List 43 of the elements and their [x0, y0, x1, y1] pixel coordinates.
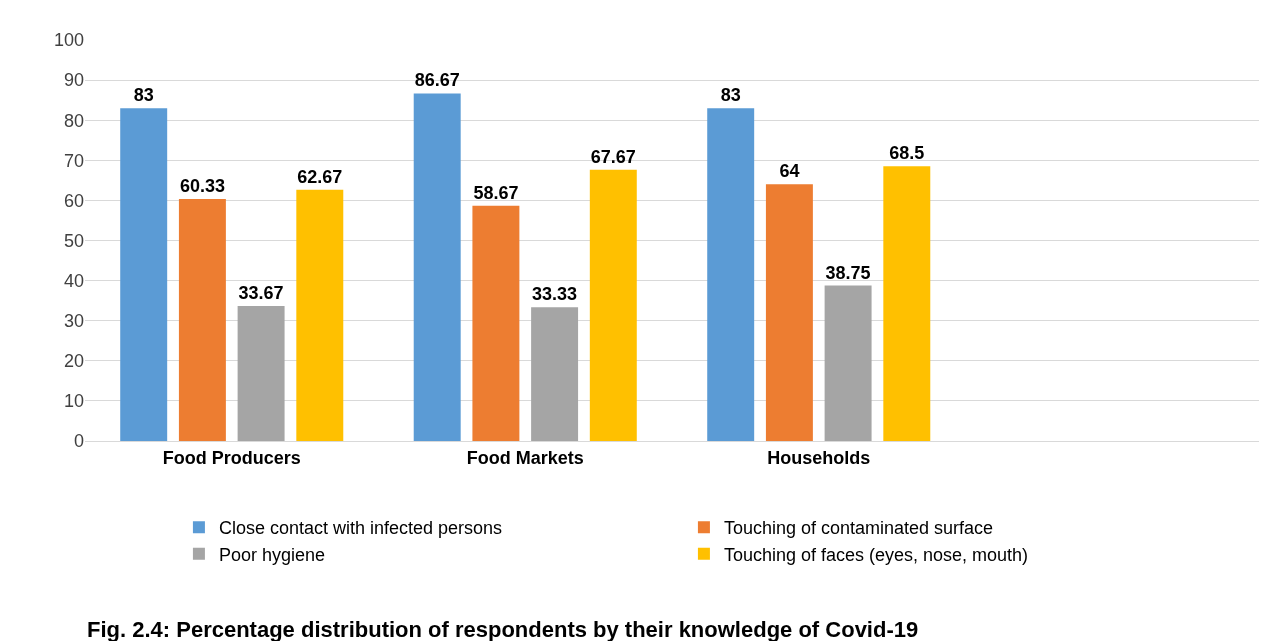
- bar: [296, 189, 344, 441]
- data-label: 60.33: [179, 176, 225, 197]
- y-tick-label: 80: [63, 110, 84, 131]
- legend-label: Poor hygiene: [218, 544, 325, 565]
- x-tick-label: Households: [767, 447, 871, 468]
- data-label: 83: [133, 85, 154, 106]
- bar: [531, 307, 579, 441]
- bar: [589, 169, 637, 441]
- bar: [824, 285, 872, 441]
- data-label: 83: [720, 85, 741, 106]
- y-tick-label: 10: [63, 391, 84, 412]
- x-tick-label: Food Markets: [466, 447, 584, 468]
- text: Fig. 2.4: Percentage distribution of respondents by their knowledge of Covid-19: [87, 617, 919, 641]
- data-label: 33.67: [238, 282, 284, 303]
- bar: [120, 108, 168, 441]
- y-tick-label: 70: [63, 150, 84, 171]
- data-label: 62.67: [297, 166, 343, 187]
- data-label: 38.75: [825, 262, 871, 283]
- y-tick-label: 50: [63, 230, 84, 251]
- y-tick-label: 60: [63, 190, 84, 211]
- y-tick-label: 40: [63, 270, 84, 291]
- bar: [472, 205, 520, 441]
- y-tick-label: 20: [63, 351, 84, 372]
- legend-label: Touching of faces (eyes, nose, mouth): [723, 544, 1029, 565]
- data-label: 67.67: [590, 146, 636, 167]
- data-label: 33.33: [532, 284, 578, 305]
- data-label: 86.67: [414, 70, 460, 91]
- bar: [883, 166, 931, 441]
- y-tick-label: 30: [63, 311, 84, 331]
- legend-label: Close contact with infected persons: [218, 518, 503, 539]
- data-label: 58.67: [473, 182, 519, 203]
- y-tick-label: 90: [63, 70, 84, 91]
- bar: [765, 184, 813, 441]
- x-tick-label: Food Producers: [162, 447, 301, 468]
- bar: [413, 93, 461, 441]
- bar: [178, 199, 226, 441]
- bar: [237, 305, 285, 441]
- legend-label: Touching of contaminated surface: [723, 518, 994, 539]
- y-tick-label: 0: [73, 431, 84, 452]
- data-label: 64: [779, 161, 800, 182]
- data-label: 68.5: [889, 143, 925, 164]
- bar: [707, 108, 755, 441]
- y-tick-label: 100: [53, 30, 84, 51]
